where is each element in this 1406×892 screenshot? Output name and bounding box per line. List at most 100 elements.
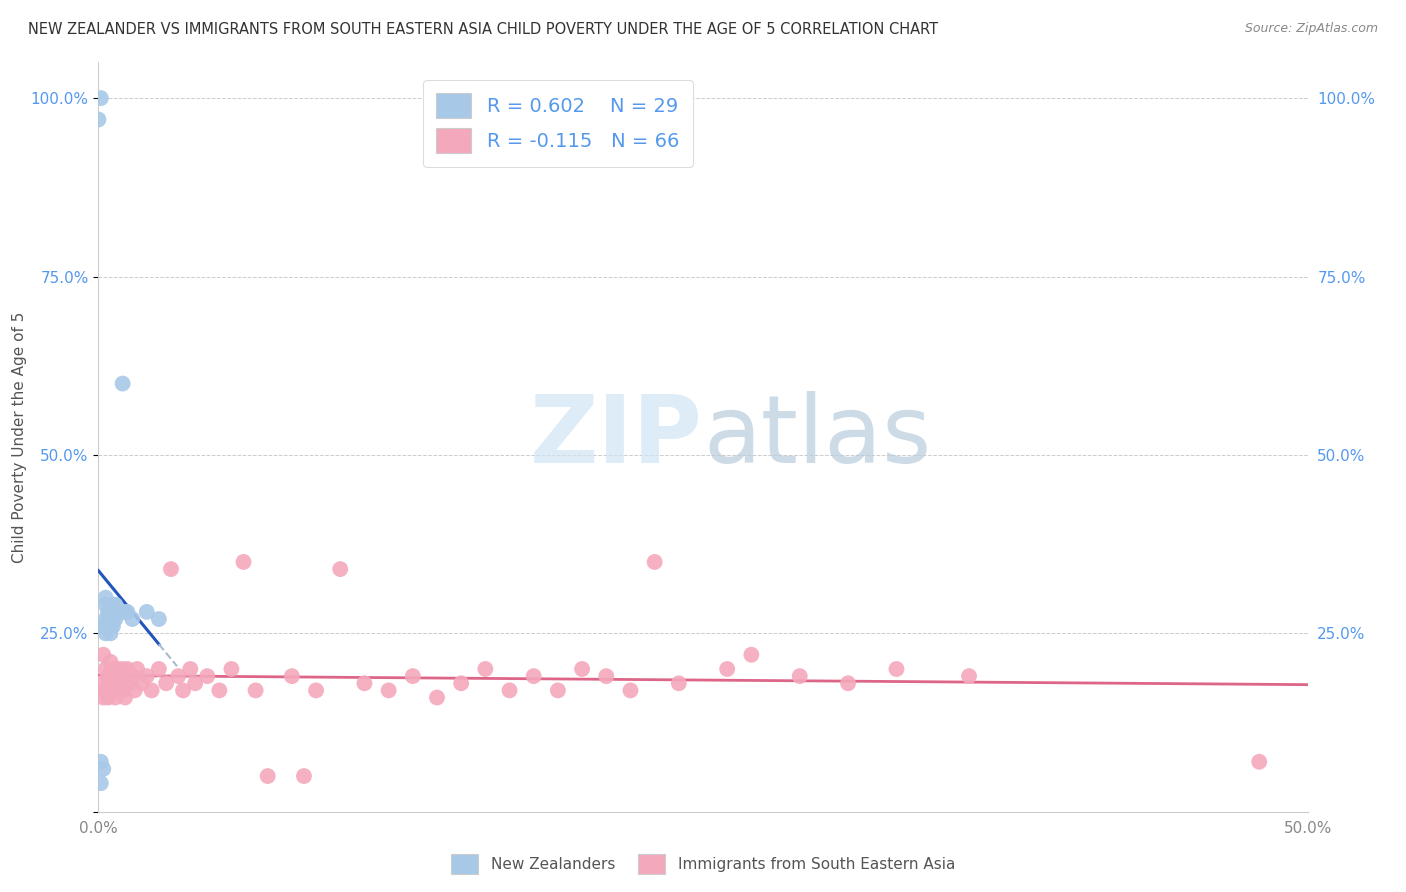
Point [100, 619, 122, 633]
Legend: R = 0.602    N = 29, R = -0.115   N = 66: R = 0.602 N = 29, R = -0.115 N = 66 [423, 79, 693, 167]
Point [101, 619, 124, 633]
Point [121, 669, 143, 683]
Point [97, 690, 120, 705]
Point [353, 676, 375, 690]
Point [117, 662, 139, 676]
Point [100, 655, 122, 669]
Point [571, 662, 593, 676]
Point [148, 662, 170, 676]
Point [111, 662, 134, 676]
Point [305, 683, 328, 698]
Point [97, 605, 120, 619]
Point [957, 669, 980, 683]
Point [111, 683, 134, 698]
Point [90, 776, 112, 790]
Point [256, 769, 278, 783]
Point [155, 676, 177, 690]
Point [87, 112, 110, 127]
Text: atlas: atlas [703, 391, 931, 483]
Legend: New Zealanders, Immigrants from South Eastern Asia: New Zealanders, Immigrants from South Ea… [444, 848, 962, 880]
Point [97, 669, 120, 683]
Point [208, 683, 231, 698]
Point [426, 690, 449, 705]
Point [94, 619, 117, 633]
Point [94, 683, 117, 698]
Point [94, 591, 117, 605]
Point [716, 662, 738, 676]
Point [104, 612, 127, 626]
Point [101, 683, 124, 698]
Point [114, 605, 136, 619]
Point [94, 598, 117, 612]
Point [127, 662, 149, 676]
Point [281, 669, 304, 683]
Point [118, 676, 141, 690]
Text: NEW ZEALANDER VS IMMIGRANTS FROM SOUTH EASTERN ASIA CHILD POVERTY UNDER THE AGE : NEW ZEALANDER VS IMMIGRANTS FROM SOUTH E… [28, 22, 938, 37]
Point [94, 662, 117, 676]
Point [172, 683, 194, 698]
Point [245, 683, 267, 698]
Point [104, 669, 127, 683]
Point [111, 376, 134, 391]
Point [377, 683, 399, 698]
Point [221, 662, 243, 676]
Point [619, 683, 641, 698]
Point [101, 598, 124, 612]
Point [523, 669, 546, 683]
Point [108, 669, 131, 683]
Point [740, 648, 762, 662]
Point [101, 662, 124, 676]
Point [121, 612, 143, 626]
Point [131, 676, 153, 690]
Point [91, 690, 114, 705]
Point [94, 612, 117, 626]
Point [195, 669, 218, 683]
Point [474, 662, 496, 676]
Point [179, 662, 201, 676]
Point [117, 605, 139, 619]
Point [101, 612, 124, 626]
Point [837, 676, 859, 690]
Point [595, 669, 617, 683]
Point [789, 669, 811, 683]
Point [135, 605, 157, 619]
Point [668, 676, 690, 690]
Point [91, 762, 114, 776]
Point [292, 769, 315, 783]
Point [547, 683, 569, 698]
Point [644, 555, 666, 569]
Point [90, 755, 112, 769]
Point [167, 669, 190, 683]
Point [886, 662, 908, 676]
Point [90, 91, 112, 105]
Point [97, 612, 120, 626]
Point [104, 690, 127, 705]
Point [114, 669, 136, 683]
Point [107, 605, 129, 619]
Point [135, 669, 157, 683]
Point [94, 626, 117, 640]
Point [402, 669, 425, 683]
Point [100, 626, 122, 640]
Point [100, 605, 122, 619]
Point [160, 562, 183, 576]
Text: Source: ZipAtlas.com: Source: ZipAtlas.com [1244, 22, 1378, 36]
Point [232, 555, 254, 569]
Point [91, 619, 114, 633]
Point [91, 648, 114, 662]
Point [107, 676, 129, 690]
Point [184, 676, 207, 690]
Text: ZIP: ZIP [530, 391, 703, 483]
Point [329, 562, 352, 576]
Point [107, 662, 129, 676]
Point [108, 605, 131, 619]
Point [1249, 755, 1271, 769]
Point [498, 683, 520, 698]
Point [104, 598, 127, 612]
Point [450, 676, 472, 690]
Point [100, 676, 122, 690]
Point [90, 676, 112, 690]
Point [148, 612, 170, 626]
Point [124, 683, 146, 698]
Point [141, 683, 163, 698]
